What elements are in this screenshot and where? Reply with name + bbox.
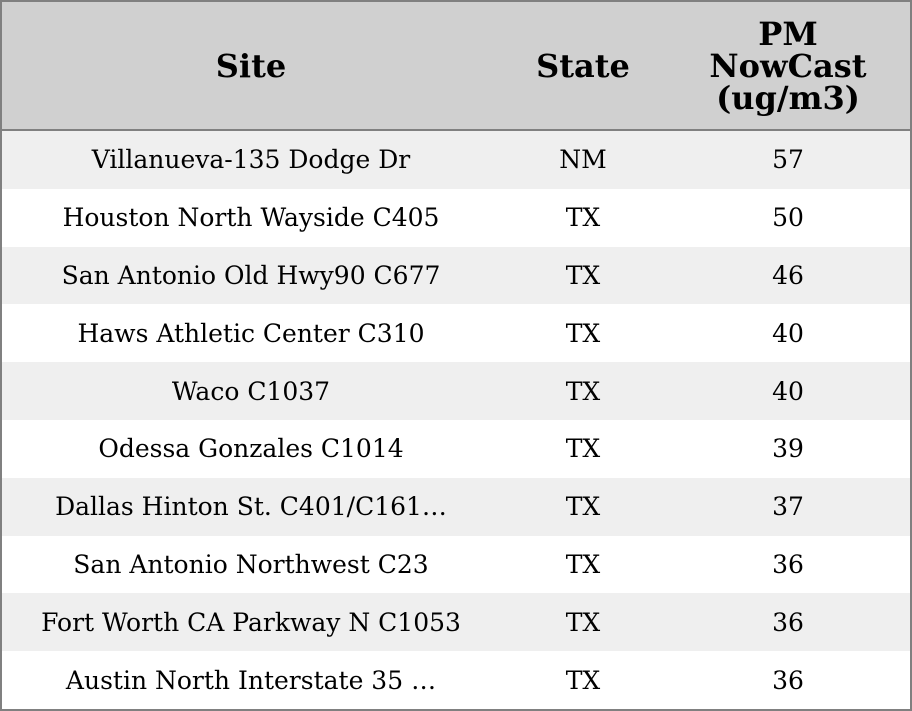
table-row: Austin North Interstate 35 … TX 36 — [2, 651, 910, 709]
table-row: Waco C1037 TX 40 — [2, 362, 910, 420]
cell-pm-value: 39 — [772, 434, 804, 464]
cell-site: Fort Worth CA Parkway N C1053 — [41, 607, 461, 637]
cell-site: Dallas Hinton St. C401/C161… — [55, 492, 447, 522]
table-row: Villanueva-135 Dodge Dr NM 57 — [2, 130, 910, 189]
cell-state: TX — [565, 434, 601, 464]
header-line: (ug/m3) — [716, 78, 860, 117]
cell-pm-value: 57 — [772, 145, 804, 175]
cell-site: San Antonio Northwest C23 — [73, 549, 429, 579]
cell-pm-value: 40 — [772, 376, 804, 406]
cell-pm-value: 36 — [772, 549, 804, 579]
cell-state: TX — [565, 376, 601, 406]
table-row: Haws Athletic Center C310 TX 40 — [2, 304, 910, 363]
cell-pm-value: 50 — [772, 203, 804, 233]
cell-state: TX — [565, 665, 601, 695]
cell-pm-value: 36 — [772, 607, 804, 637]
header-line: PM — [758, 14, 818, 53]
cell-state: TX — [565, 318, 601, 348]
cell-pm-value: 37 — [772, 492, 804, 522]
cell-site: San Antonio Old Hwy90 C677 — [61, 260, 441, 290]
header-row: Site State PM NowCast (ug/m3) — [2, 2, 910, 131]
table-row: San Antonio Old Hwy90 C677 TX 46 — [2, 246, 910, 305]
table-row: Odessa Gonzales C1014 TX 39 — [2, 419, 910, 478]
cell-site: Houston North Wayside C405 — [62, 203, 440, 233]
cell-state: TX — [565, 549, 601, 579]
table-row: San Antonio Northwest C23 TX 36 — [2, 535, 910, 594]
cell-pm-value: 40 — [772, 318, 804, 348]
header-state: State — [500, 2, 666, 131]
cell-state: TX — [565, 492, 601, 522]
cell-state: TX — [565, 203, 601, 233]
header-pm-nowcast: PM NowCast (ug/m3) — [666, 2, 910, 131]
cell-site: Villanueva-135 Dodge Dr — [91, 145, 411, 175]
table-row: Houston North Wayside C405 TX 50 — [2, 188, 910, 247]
cell-site: Odessa Gonzales C1014 — [98, 434, 404, 464]
header-site: Site — [2, 2, 500, 131]
cell-pm-value: 46 — [772, 260, 804, 290]
cell-site: Haws Athletic Center C310 — [77, 318, 425, 348]
cell-pm-value: 36 — [772, 665, 804, 695]
table-row: Dallas Hinton St. C401/C161… TX 37 — [2, 477, 910, 536]
table-row: Fort Worth CA Parkway N C1053 TX 36 — [2, 593, 910, 652]
cell-state: NM — [559, 145, 607, 175]
header-line: NowCast — [709, 46, 867, 85]
cell-site: Waco C1037 — [171, 376, 331, 406]
cell-state: TX — [565, 607, 601, 637]
cell-site: Austin North Interstate 35 … — [65, 665, 437, 695]
cell-state: TX — [565, 260, 601, 290]
